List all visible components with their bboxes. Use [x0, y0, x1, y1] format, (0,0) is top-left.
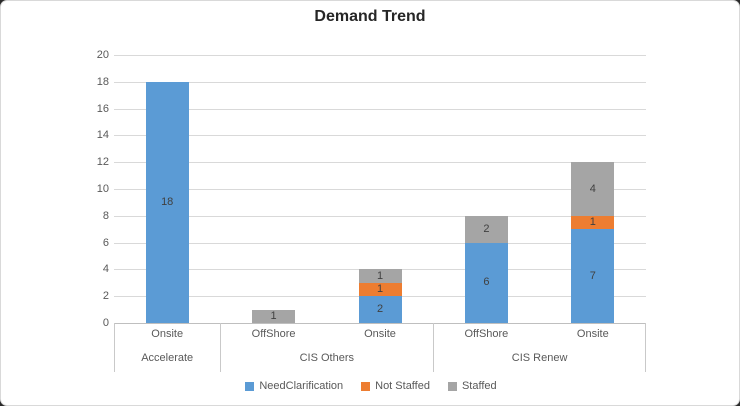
- data-label: 6: [483, 276, 490, 289]
- category-axis: Onsite OffShore Onsite OffShore Onsite Accele…: [114, 323, 646, 372]
- legend-label: NeedClarification: [259, 380, 344, 392]
- gridline: [114, 242, 646, 244]
- axis-divider: [645, 323, 646, 372]
- bar-segment-not-staffed[interactable]: 1: [358, 282, 402, 297]
- data-label: 4: [589, 182, 596, 195]
- bar-segment-needclarification[interactable]: 2: [358, 296, 402, 323]
- data-label: 7: [589, 269, 596, 282]
- gridline: [114, 81, 646, 83]
- data-label: 1: [376, 269, 384, 282]
- y-tick-label: 6: [102, 236, 109, 249]
- y-tick-label: 14: [96, 129, 109, 142]
- group-label-accelerate: Accelerate: [141, 352, 194, 364]
- legend-label: Staffed: [461, 380, 497, 392]
- y-tick-label: 0: [102, 317, 109, 329]
- legend-item-staffed[interactable]: Staffed: [447, 380, 497, 392]
- group-label-cis-renew: CIS Renew: [511, 352, 568, 364]
- legend-swatch-icon: [245, 381, 255, 391]
- bar-segment-needclarification[interactable]: 18: [145, 81, 189, 323]
- gridline: [114, 55, 646, 56]
- bar-segment-staffed[interactable]: 1: [252, 309, 296, 323]
- category-label: Onsite: [151, 328, 184, 340]
- gridline: [114, 162, 646, 164]
- group-label-cis-others: CIS Others: [299, 352, 354, 364]
- y-tick-label: 10: [96, 183, 109, 195]
- data-label: 2: [376, 303, 384, 316]
- y-tick-label: 20: [96, 49, 109, 61]
- bar-segment-needclarification[interactable]: 7: [571, 229, 615, 323]
- legend-label: Not Staffed: [375, 380, 430, 392]
- bar-offshore-1[interactable]: 1: [252, 309, 296, 323]
- data-label: 2: [483, 222, 490, 235]
- y-tick-label: 12: [96, 156, 109, 169]
- plot-area: 18 1 2 1 1 6 2 7 1 4: [114, 55, 646, 324]
- legend-swatch-icon: [361, 381, 371, 391]
- gridline: [114, 108, 646, 110]
- legend-item-needclarification[interactable]: NeedClarification: [245, 380, 343, 392]
- bar-segment-not-staffed[interactable]: 1: [571, 215, 615, 230]
- category-label: OffShore: [464, 328, 509, 340]
- axis-divider: [220, 323, 222, 372]
- legend[interactable]: NeedClarification Not Staffed Staffed: [1, 378, 740, 394]
- data-label: 1: [270, 309, 277, 322]
- bar-segment-staffed[interactable]: 4: [571, 162, 615, 216]
- bar-onsite-0[interactable]: 18: [145, 81, 189, 323]
- data-label: 1: [376, 283, 384, 295]
- chart-title[interactable]: Demand Trend: [314, 8, 426, 25]
- category-label: OffShore: [251, 328, 296, 340]
- gridline: [114, 215, 646, 217]
- axis-divider: [114, 323, 115, 372]
- bar-segment-needclarification[interactable]: 6: [464, 242, 508, 323]
- gridline: [114, 189, 646, 190]
- axis-divider: [433, 323, 435, 372]
- gridline: [114, 135, 646, 137]
- bar-segment-staffed[interactable]: 1: [358, 269, 402, 283]
- data-label: 18: [161, 195, 174, 208]
- y-tick-label: 2: [102, 290, 109, 303]
- y-tick-label: 18: [96, 75, 109, 88]
- bar-segment-staffed[interactable]: 2: [464, 215, 508, 243]
- category-label: Onsite: [576, 328, 609, 340]
- legend-swatch-icon: [447, 381, 457, 391]
- y-tick-label: 4: [102, 263, 109, 276]
- y-tick-label: 8: [102, 209, 109, 222]
- bar-onsite-4[interactable]: 7 1 4: [571, 162, 615, 323]
- category-label: Onsite: [364, 328, 396, 340]
- legend-item-not-staffed[interactable]: Not Staffed: [361, 380, 430, 392]
- data-label: 1: [589, 216, 596, 228]
- y-tick-label: 16: [96, 102, 109, 115]
